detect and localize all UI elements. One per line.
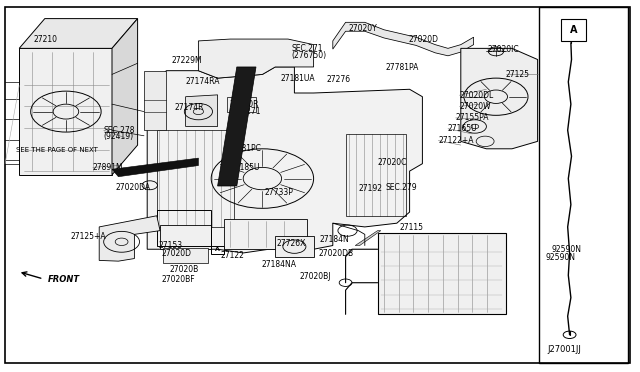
Bar xyxy=(163,248,208,263)
Text: 27115: 27115 xyxy=(400,223,424,232)
Polygon shape xyxy=(147,67,422,253)
Polygon shape xyxy=(144,71,166,130)
Bar xyxy=(561,19,586,41)
Bar xyxy=(157,210,211,246)
Text: SEE THE PAGE OF NEXT: SEE THE PAGE OF NEXT xyxy=(16,147,98,153)
Polygon shape xyxy=(355,231,381,246)
Text: 92590N: 92590N xyxy=(552,245,582,254)
Bar xyxy=(157,130,234,227)
Polygon shape xyxy=(198,39,314,78)
Polygon shape xyxy=(112,19,138,175)
Text: 27726X: 27726X xyxy=(276,239,306,248)
Text: 27020DA: 27020DA xyxy=(115,183,150,192)
Text: A: A xyxy=(570,25,577,35)
Text: 27781PA: 27781PA xyxy=(386,63,419,72)
Text: 27181UA: 27181UA xyxy=(280,74,315,83)
Text: 27174R: 27174R xyxy=(175,103,204,112)
Text: 27020IC: 27020IC xyxy=(488,45,519,54)
Text: 27781PC: 27781PC xyxy=(227,144,261,153)
Text: 27020BJ: 27020BJ xyxy=(300,272,331,281)
Text: 27020R: 27020R xyxy=(229,100,259,109)
Text: 27020DB: 27020DB xyxy=(319,249,354,258)
Polygon shape xyxy=(99,216,160,261)
Bar xyxy=(160,225,211,249)
Bar xyxy=(346,134,406,216)
Bar xyxy=(224,219,307,249)
Text: 27020C: 27020C xyxy=(378,158,407,167)
Polygon shape xyxy=(461,48,538,149)
Text: 27020D: 27020D xyxy=(162,249,192,258)
Text: (92419): (92419) xyxy=(104,132,134,141)
Polygon shape xyxy=(112,158,198,177)
Bar xyxy=(211,246,224,254)
Text: 27185U: 27185U xyxy=(230,163,260,172)
Text: 27174RA: 27174RA xyxy=(186,77,220,86)
Text: 27276: 27276 xyxy=(326,75,351,84)
Text: SEC.271: SEC.271 xyxy=(291,44,323,53)
Text: 27192: 27192 xyxy=(358,184,383,193)
Text: J27001JJ: J27001JJ xyxy=(547,345,581,354)
Polygon shape xyxy=(218,67,256,186)
Text: 27153: 27153 xyxy=(159,241,183,250)
Polygon shape xyxy=(19,48,112,175)
Text: 27125: 27125 xyxy=(506,70,530,79)
Text: 27155PA: 27155PA xyxy=(456,113,489,122)
Bar xyxy=(539,7,628,363)
Text: 27020DL: 27020DL xyxy=(460,91,494,100)
Text: SEC.278: SEC.278 xyxy=(104,126,135,135)
Polygon shape xyxy=(19,19,138,48)
Text: 27020D: 27020D xyxy=(408,35,438,44)
Text: 27733P: 27733P xyxy=(264,188,293,197)
Text: 27020BF: 27020BF xyxy=(161,275,195,283)
Text: 27122+A: 27122+A xyxy=(438,136,474,145)
Text: 27020Y: 27020Y xyxy=(349,24,378,33)
Text: 27891M: 27891M xyxy=(93,163,124,172)
Text: 27020W: 27020W xyxy=(460,102,491,111)
Text: 27184NA: 27184NA xyxy=(261,260,296,269)
Text: 27122: 27122 xyxy=(221,251,244,260)
Text: 27229M: 27229M xyxy=(172,56,202,65)
Text: 27165U: 27165U xyxy=(448,124,477,133)
Text: FRONT: FRONT xyxy=(48,275,80,283)
Text: 27210: 27210 xyxy=(33,35,58,44)
Text: 92590N: 92590N xyxy=(545,253,575,262)
Bar xyxy=(275,236,314,257)
Polygon shape xyxy=(186,95,218,126)
Text: (276750): (276750) xyxy=(291,51,326,60)
Text: SEC.279: SEC.279 xyxy=(385,183,417,192)
Bar xyxy=(227,97,256,112)
Text: SEC.271: SEC.271 xyxy=(229,107,260,116)
Text: 27125+A: 27125+A xyxy=(70,232,106,241)
Text: 27020B: 27020B xyxy=(170,265,199,274)
Text: 27184N: 27184N xyxy=(320,235,349,244)
Bar xyxy=(378,232,506,314)
Polygon shape xyxy=(333,22,474,56)
Text: A: A xyxy=(215,247,220,253)
